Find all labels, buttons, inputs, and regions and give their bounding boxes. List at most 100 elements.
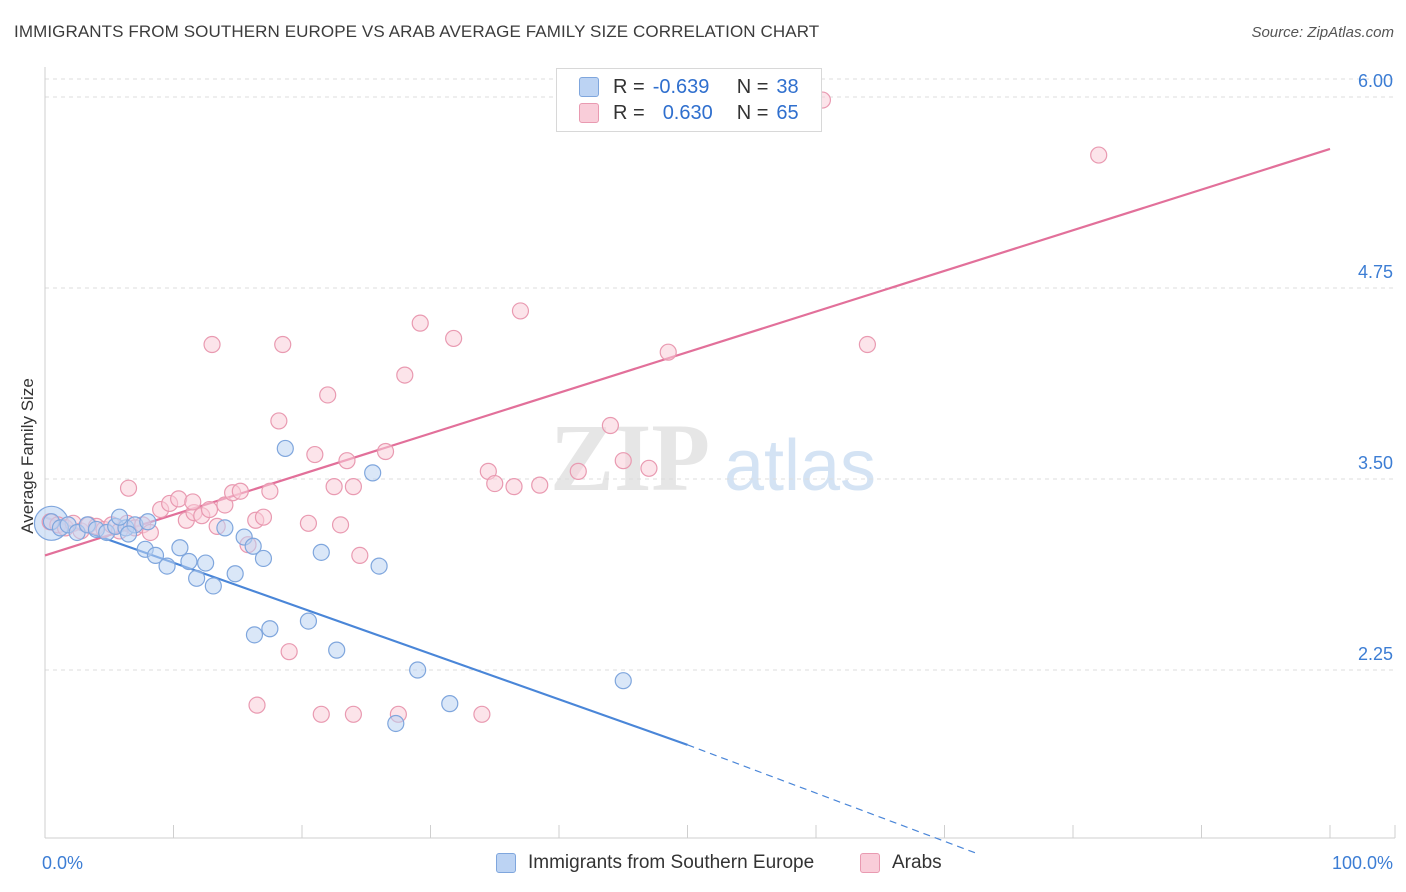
southern-europe-point: [139, 513, 157, 531]
legend-swatch-blue: [579, 77, 599, 97]
y-tick-label: 6.00: [1358, 71, 1393, 91]
southern-europe-point: [197, 554, 215, 572]
arabs-point: [376, 442, 395, 461]
southern-europe-point: [226, 565, 244, 583]
arabs-point: [312, 705, 330, 723]
arabs-point: [1090, 146, 1108, 164]
tick-labels: 2.25 3.50 4.75 6.00 0.0% 100.0%: [42, 71, 1393, 873]
southern-europe-point: [409, 661, 427, 679]
series-legend: Immigrants from Southern Europe Arabs: [0, 852, 1406, 878]
gridlines: [45, 78, 1395, 671]
southern-europe-point: [387, 714, 405, 733]
arabs-point: [203, 335, 221, 354]
southern-europe-point: [180, 552, 198, 571]
arabs-point: [511, 302, 530, 320]
arabs-point: [331, 516, 350, 534]
arabs-point: [319, 386, 337, 404]
southern-europe-point: [188, 569, 206, 587]
legend-row-pink: R = 0.630 N = 65: [579, 101, 799, 125]
legend-n-label: N =: [736, 101, 769, 124]
y-tick-label: 2.25: [1358, 644, 1393, 664]
arabs-point: [184, 493, 202, 511]
chart-title: IMMIGRANTS FROM SOUTHERN EUROPE VS ARAB …: [14, 22, 820, 41]
legend-row-blue: R = -0.639 N = 38: [579, 75, 799, 99]
arabs-point: [274, 335, 292, 354]
source-credit: Source: ZipAtlas.com: [1251, 24, 1394, 41]
arabs-point: [325, 478, 343, 496]
southern-europe-point: [328, 641, 346, 659]
legend-item-label: Immigrants from Southern Europe: [528, 852, 815, 873]
arabs-point: [248, 696, 266, 714]
arabs-point: [640, 459, 658, 477]
southern-europe-point: [244, 537, 262, 555]
watermark-atlas: atlas: [724, 426, 876, 506]
arabs-point: [306, 445, 324, 464]
arabs-point: [505, 478, 523, 496]
legend-swatch-blue: [496, 853, 516, 873]
y-tick-label: 4.75: [1358, 262, 1393, 282]
watermark: ZIP atlas: [550, 404, 876, 511]
arabs-point: [858, 335, 877, 354]
legend-item-southern-europe: Immigrants from Southern Europe: [496, 852, 814, 874]
legend-r-label: R =: [613, 75, 645, 98]
arabs-point: [119, 479, 138, 497]
arabs-point: [473, 705, 491, 723]
data-points: [33, 91, 1108, 733]
legend-item-label: Arabs: [892, 852, 942, 873]
southern-europe-point: [110, 508, 129, 526]
southern-europe-point: [299, 612, 318, 630]
arabs-point: [270, 412, 288, 430]
arabs-point: [569, 462, 587, 480]
legend-r-value: -0.639: [652, 75, 710, 98]
legend-n-value: 65: [776, 101, 799, 124]
legend-swatch-pink: [579, 103, 599, 123]
southern-europe-point: [261, 620, 279, 638]
arabs-point: [280, 643, 298, 661]
southern-europe-point: [312, 543, 330, 561]
southern-europe-point: [254, 549, 273, 568]
arabs-point: [486, 474, 504, 493]
legend-item-arabs: Arabs: [860, 852, 942, 874]
southern-europe-point: [146, 546, 165, 565]
arabs-point: [338, 452, 356, 470]
correlation-legend: R = -0.639 N = 38 R = 0.630 N = 65: [556, 68, 822, 132]
arabs-point: [261, 482, 279, 500]
southern-europe-point: [245, 626, 264, 644]
axes: [44, 67, 1396, 839]
arabs-point: [396, 366, 414, 384]
arabs-point: [200, 500, 219, 519]
arabs-point: [351, 546, 369, 565]
southern-europe-point: [370, 557, 388, 575]
legend-r-label: R =: [613, 101, 645, 124]
southern-europe-point: [216, 519, 234, 537]
arabs-point: [299, 514, 318, 532]
southern-europe-point: [158, 557, 176, 575]
arabs-point: [344, 478, 362, 496]
arabs-point: [344, 705, 362, 723]
legend-swatch-pink: [860, 853, 880, 873]
southern-europe-point: [614, 672, 632, 690]
southern-europe-point: [276, 439, 294, 458]
x-tick-label: 100.0%: [1332, 853, 1393, 873]
arabs-point: [614, 452, 632, 470]
legend-n-value: 38: [776, 75, 799, 98]
legend-r-value: 0.630: [662, 101, 713, 124]
arabs-point: [170, 490, 188, 508]
arabs-point: [445, 329, 463, 348]
legend-n-label: N =: [736, 75, 769, 98]
southern-europe-trend-extension: [687, 744, 977, 854]
x-tick-label: 0.0%: [42, 853, 83, 873]
southern-europe-point: [204, 577, 222, 595]
arabs-point: [216, 496, 234, 514]
arabs-point: [601, 416, 620, 435]
southern-europe-point: [441, 695, 459, 713]
arabs-point: [411, 314, 429, 332]
southern-europe-point: [171, 539, 189, 557]
southern-europe-point: [364, 464, 382, 482]
arabs-point: [531, 476, 549, 494]
southern-europe-point: [119, 525, 138, 543]
arabs-point: [659, 343, 677, 361]
arabs-point: [231, 482, 249, 500]
arabs-trend-line: [44, 147, 1331, 557]
